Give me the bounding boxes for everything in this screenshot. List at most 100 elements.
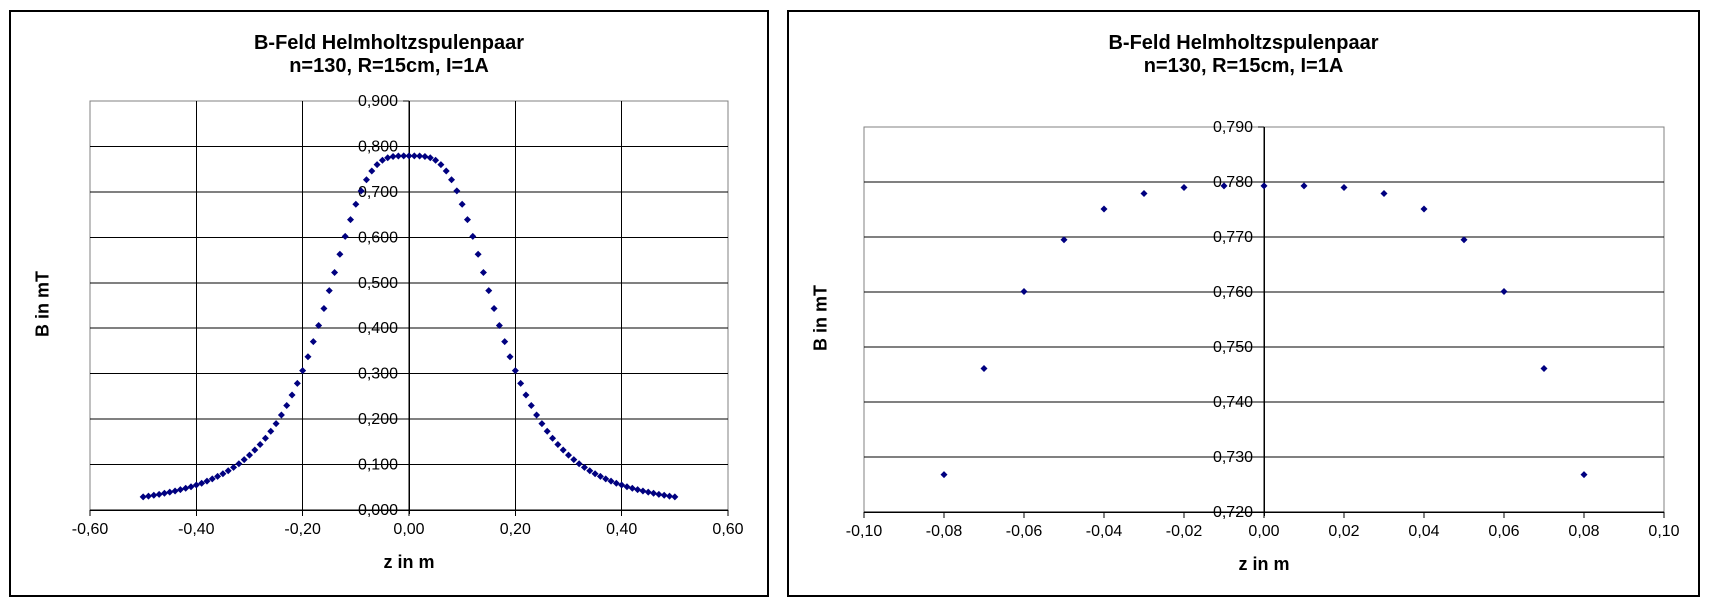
x-tick-label: 0,00 — [1248, 523, 1279, 540]
data-point-marker — [1340, 184, 1348, 191]
data-point-marker — [485, 287, 493, 295]
x-axis-title: z in m — [383, 552, 435, 572]
data-point-marker — [208, 475, 216, 483]
data-point-marker — [309, 338, 317, 346]
data-point-marker — [628, 484, 636, 492]
data-point-marker — [373, 161, 381, 169]
data-point-marker — [160, 489, 168, 497]
x-tick-label: 0,02 — [1328, 523, 1359, 540]
data-point-marker — [384, 154, 392, 162]
y-tick-label: 0,740 — [1213, 394, 1253, 411]
y-tick-label: 0,300 — [358, 366, 398, 383]
data-point-marker — [166, 488, 174, 496]
y-tick-label: 0,720 — [1213, 504, 1253, 521]
data-point-marker — [501, 338, 509, 346]
data-point-marker — [288, 391, 296, 399]
x-tick-label: -0,20 — [284, 521, 321, 538]
x-tick-label: 0,00 — [393, 521, 424, 538]
data-point-marker — [155, 490, 163, 498]
data-point-marker — [261, 434, 269, 442]
data-point-marker — [362, 176, 370, 184]
data-point-marker — [1500, 287, 1508, 295]
x-tick-label: -0,40 — [178, 521, 215, 538]
data-point-marker — [320, 304, 328, 312]
x-tick-label: -0,06 — [1006, 523, 1043, 540]
y-tick-label: 0,900 — [358, 93, 398, 110]
data-point-marker — [256, 440, 264, 448]
data-point-marker — [325, 287, 333, 295]
data-point-marker — [980, 364, 988, 372]
y-tick-label: 0,500 — [358, 275, 398, 292]
data-point-marker — [150, 491, 158, 499]
data-point-marker — [1300, 182, 1308, 190]
data-point-marker — [634, 486, 642, 494]
data-point-marker — [511, 367, 519, 375]
data-point-marker — [182, 484, 190, 492]
data-point-marker — [405, 152, 413, 160]
x-tick-label: 0,06 — [1488, 523, 1519, 540]
x-tick-label: -0,10 — [846, 523, 883, 540]
data-point-marker — [666, 492, 674, 500]
data-point-marker — [671, 493, 679, 501]
chart-title-line2: n=130, R=15cm, I=1A — [289, 55, 489, 77]
data-point-marker — [596, 472, 604, 480]
x-tick-label: 0,08 — [1568, 523, 1599, 540]
data-point-marker — [575, 460, 583, 468]
data-point-marker — [315, 322, 323, 330]
x-tick-label: 0,20 — [500, 521, 531, 538]
data-point-marker — [203, 477, 211, 485]
x-tick-label: -0,60 — [72, 521, 109, 538]
data-point-marker — [495, 322, 503, 330]
chart-title-line2: n=130, R=15cm, I=1A — [1143, 55, 1344, 77]
plot-area: 0,720 0,730 0,740 0,750 0,760 0,770 0,780 0,790… — [846, 119, 1680, 540]
x-tick-label: 0,10 — [1648, 523, 1679, 540]
data-point-marker — [565, 451, 572, 459]
data-point-marker — [580, 463, 588, 471]
data-point-marker — [352, 200, 360, 208]
y-tick-label: 0,770 — [1213, 229, 1253, 246]
data-point-marker — [416, 152, 424, 160]
y-tick-label: 0,200 — [358, 411, 398, 428]
chart-title-line1: B-Feld Helmholtzspulenpaar — [1108, 32, 1379, 54]
y-tick-label: 0,100 — [358, 457, 398, 474]
data-point-marker — [522, 391, 530, 399]
data-point-marker — [607, 477, 615, 485]
data-point-marker — [554, 440, 562, 448]
y-tick-label: 0,780 — [1213, 174, 1253, 191]
data-point-marker — [357, 187, 365, 195]
data-point-marker — [469, 232, 477, 240]
data-point-marker — [538, 420, 546, 428]
data-point-marker — [1020, 287, 1028, 295]
data-point-marker — [389, 152, 397, 160]
data-point-marker — [378, 156, 386, 164]
data-point-marker — [655, 490, 663, 498]
data-point-marker — [394, 152, 402, 160]
data-point-marker — [517, 379, 525, 387]
x-tick-label: -0,08 — [926, 523, 963, 540]
plot-area: 0,000 0,100 0,200 0,300 0,400 0,500 0,600 0,700… — [72, 93, 744, 538]
x-tick-label: 0,60 — [712, 521, 743, 538]
data-point-marker — [479, 268, 487, 276]
chart-title-line1: B-Feld Helmholtzspulenpaar — [253, 32, 525, 54]
data-point-marker — [336, 250, 344, 258]
data-point-marker — [1100, 205, 1108, 213]
data-point-marker — [639, 487, 647, 495]
data-point-marker — [214, 472, 222, 480]
data-point-marker — [187, 483, 195, 491]
data-point-marker — [570, 456, 578, 464]
data-point-marker — [458, 200, 466, 208]
y-tick-label: 0,760 — [1213, 284, 1253, 301]
y-tick-label: 0,000 — [358, 502, 398, 519]
data-point-marker — [644, 488, 652, 496]
data-point-marker — [246, 451, 253, 459]
data-point-marker — [506, 353, 514, 361]
x-tick-label: -0,04 — [1086, 523, 1123, 540]
data-point-marker — [623, 483, 631, 491]
data-point-marker — [432, 156, 440, 164]
data-point-marker — [1180, 184, 1188, 191]
chart-panel-right: B-Feld Helmholtzspulenpaar n=130, R=15cm… — [787, 10, 1700, 597]
data-point-marker — [267, 427, 275, 435]
data-point-marker — [437, 161, 445, 169]
data-point-marker — [293, 379, 301, 387]
